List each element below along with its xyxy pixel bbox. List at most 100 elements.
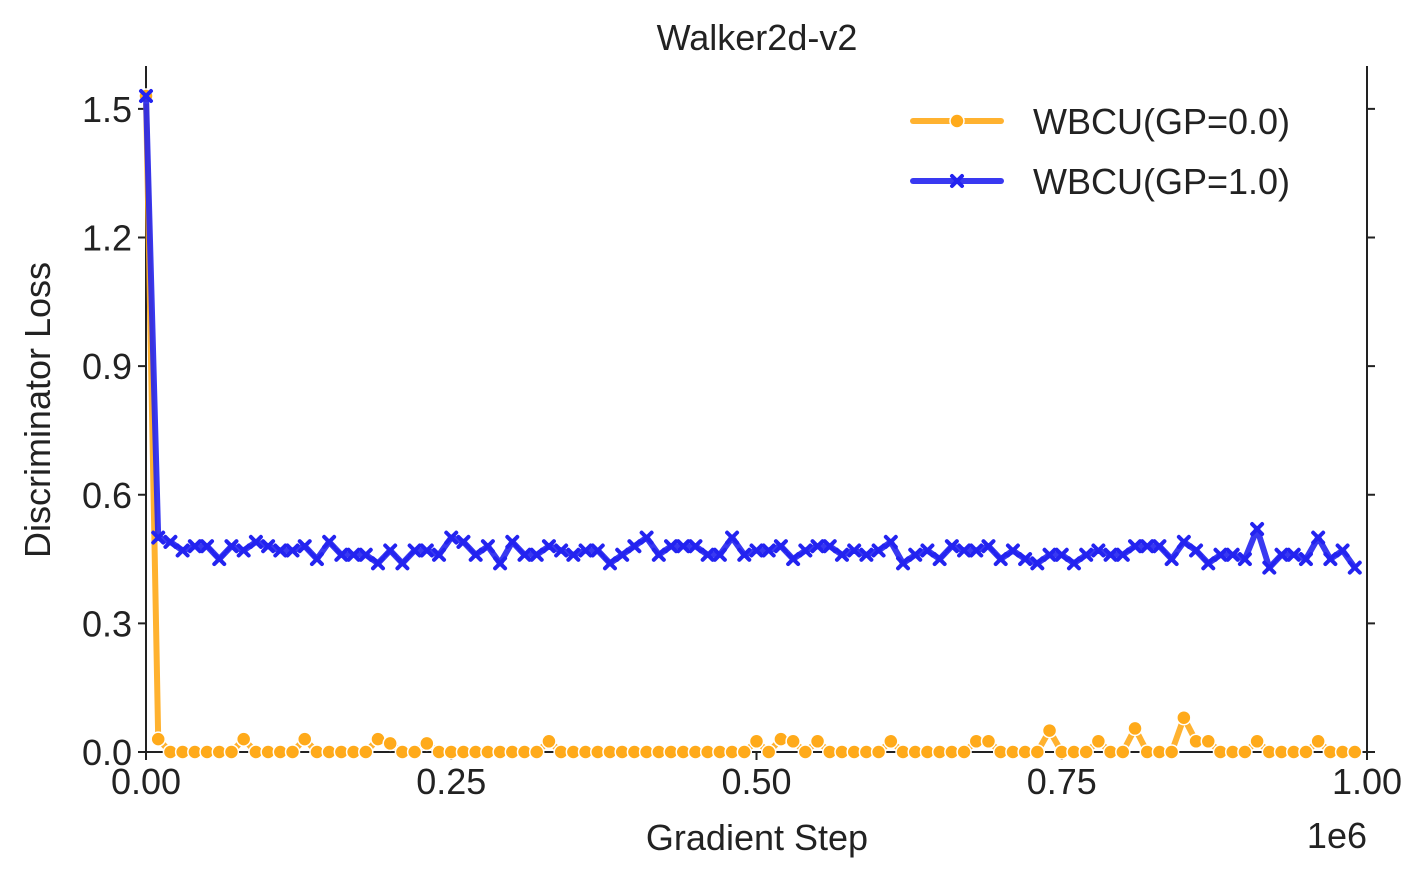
data-point [517,547,532,562]
data-point [236,543,251,558]
data-point [1237,552,1252,567]
data-point [956,744,972,760]
data-point [1237,744,1253,760]
data-point [212,552,227,567]
data-point [285,543,300,558]
data-point [1347,744,1363,760]
data-point [261,539,276,554]
data-point [1335,543,1350,558]
data-point [1163,744,1180,760]
data-point [725,530,740,545]
data-point [1115,744,1131,760]
data-point [760,744,777,760]
data-point [554,543,569,558]
data-point [1213,547,1228,562]
data-point [1079,547,1094,562]
y-tick-label: 1.5 [82,89,132,130]
legend-marker [949,113,965,129]
data-point [1115,547,1130,562]
data-point [773,539,788,554]
data-point [419,735,435,752]
data-point [749,543,764,558]
axes: 0.00 0.25 0.50 0.75 1.00 0.0 0.3 0.6 0.9 1.2 1.5 [82,66,1402,802]
x-tick-label: 0.00 [111,761,181,802]
data-point [809,733,826,750]
data-point [406,744,423,760]
y-tick-label: 0.9 [82,346,132,387]
data-point [1054,547,1069,562]
data-point [358,547,373,562]
data-point [883,733,899,750]
data-point [444,530,459,545]
data-point [1152,539,1167,554]
data-point [541,539,556,554]
data-point [1250,522,1265,537]
x-tick-label: 0.25 [416,761,486,802]
data-point [175,543,190,558]
data-point [761,543,776,558]
data-point [163,534,178,549]
data-point [505,534,520,549]
data-point [883,534,898,549]
data-point [1176,534,1191,549]
data-point [529,547,544,562]
data-point [358,744,374,760]
data-point [615,547,630,562]
data-point [798,543,813,558]
data-point [407,543,422,558]
data-point [920,543,935,558]
data-point [1164,552,1179,567]
x-tick-label: 0.75 [1027,761,1097,802]
data-point [1262,560,1277,575]
data-point [309,552,324,567]
data-point [1225,547,1240,562]
data-point [1091,543,1106,558]
data-point [870,744,887,760]
x-axis-label: Gradient Step [646,817,868,858]
data-point [566,547,581,562]
data-point [736,744,753,760]
data-point [370,556,385,571]
data-point [480,539,495,554]
x-tick-label: 1.00 [1332,761,1402,802]
data-point [1005,543,1020,558]
data-point [785,733,801,750]
data-point [1140,539,1155,554]
data-point [419,543,434,558]
data-point [1274,547,1289,562]
data-point [1311,530,1326,545]
data-point [993,552,1008,567]
data-point [688,539,703,554]
data-point [223,744,240,760]
data-point [493,556,508,571]
data-point [627,539,642,554]
data-point [382,735,398,752]
data-point [297,539,312,554]
y-tick-label: 0.6 [82,475,132,516]
data-point [676,539,691,554]
data-point [1042,547,1057,562]
data-point [957,543,972,558]
chart-title: Walker2d-v2 [657,17,858,58]
data-point [1323,552,1338,567]
data-point [1286,547,1301,562]
data-point [284,744,301,760]
data-point [896,556,911,571]
data-point [834,547,849,562]
data-point [944,539,959,554]
legend-marker [950,174,964,188]
data-point [981,539,996,554]
data-point [590,543,605,558]
data-point [1176,709,1192,726]
series-group [138,88,1363,760]
data-point [1249,733,1265,750]
x-axis-multiplier: 1e6 [1307,815,1367,856]
data-point [980,733,997,750]
data-point [932,552,947,567]
data-point [224,539,239,554]
data-point [1030,556,1045,571]
data-point [1298,744,1314,760]
data-point [847,543,862,558]
data-point [395,556,410,571]
